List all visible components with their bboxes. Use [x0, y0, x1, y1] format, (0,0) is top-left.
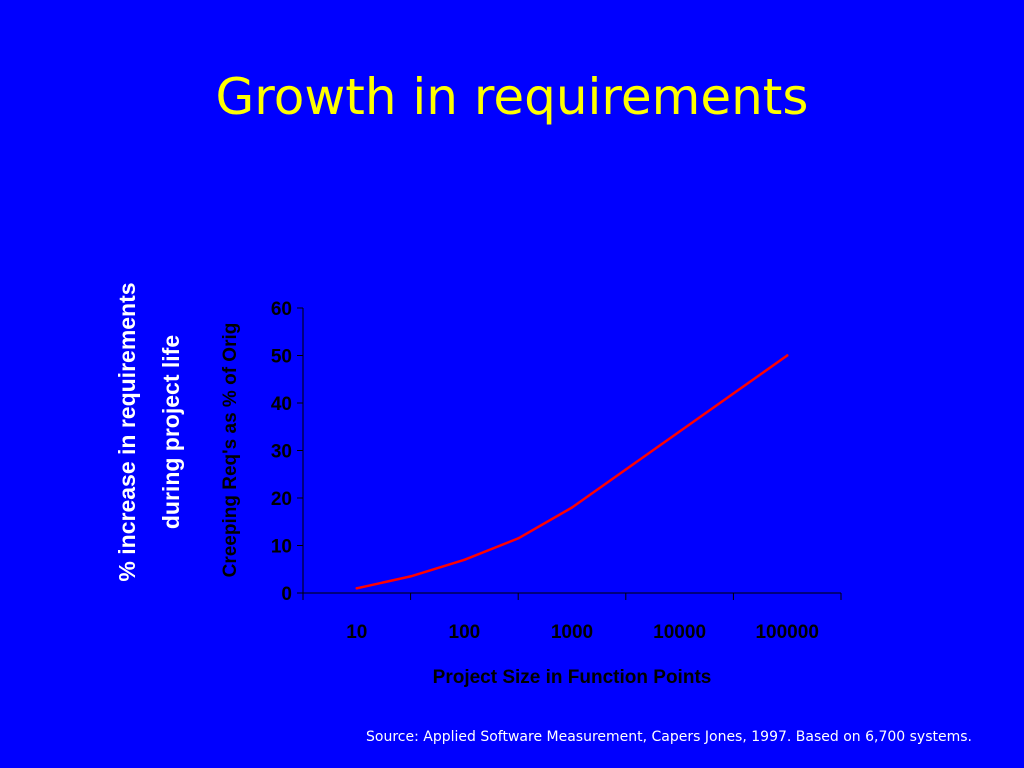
source-note: Source: Applied Software Measurement, Ca…: [366, 729, 972, 745]
data-point: [570, 506, 574, 509]
data-point: [732, 392, 735, 395]
chart-series: [355, 354, 789, 590]
chart-ticks: 0 10 20 30 40 50 60 10 100 1000 10000 100000: [271, 299, 842, 643]
data-point: [624, 468, 627, 471]
data-point: [355, 587, 358, 590]
x-axis-label: Project Size in Function Points: [433, 667, 712, 688]
data-point: [516, 537, 520, 540]
slide-title: Growth in requirements: [215, 68, 809, 126]
y-tick-label: 30: [271, 442, 292, 463]
y-tick-label: 10: [271, 537, 292, 558]
data-point: [786, 354, 789, 357]
data-point: [463, 558, 466, 561]
x-tick-label: 100000: [755, 622, 818, 643]
y-tick-label: 50: [271, 347, 292, 368]
data-point: [409, 575, 412, 578]
series-line: [355, 354, 789, 590]
chart-axes: [302, 308, 841, 594]
y-tick-label: 0: [281, 584, 292, 605]
y-tick-label: 60: [271, 299, 292, 320]
x-tick-label: 1000: [551, 622, 593, 643]
x-tick-label: 100: [449, 622, 481, 643]
y-tick-label: 40: [271, 394, 292, 415]
x-tick-label: 10000: [653, 622, 706, 643]
x-tick-label: 10: [346, 622, 367, 643]
data-point: [678, 430, 681, 433]
y-tick-label: 20: [271, 489, 292, 510]
y-axis-label: Creeping Req's as % of Orig: [220, 323, 241, 578]
